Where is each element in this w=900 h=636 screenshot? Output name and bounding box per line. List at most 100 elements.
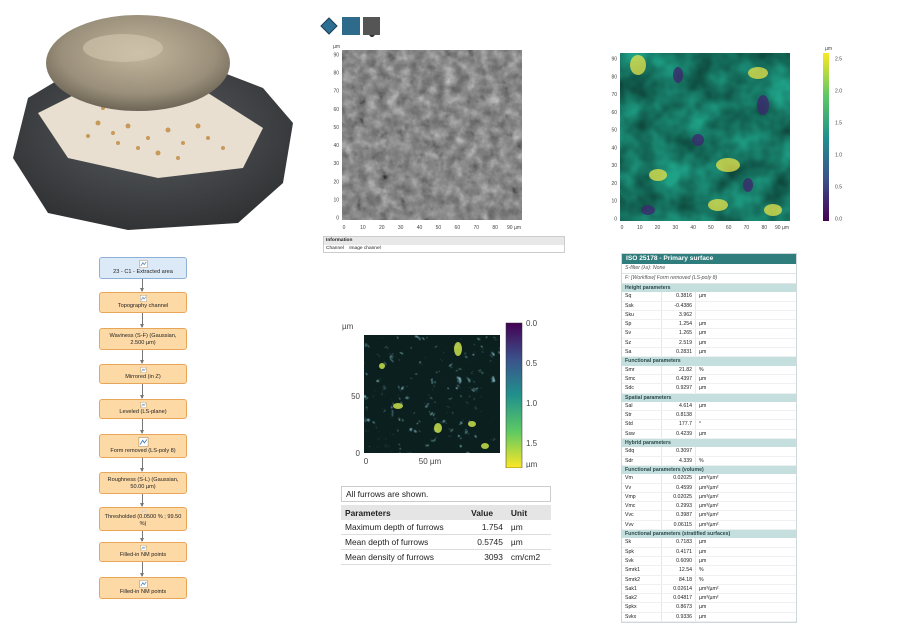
workflow-step-label: Thresholded (0.0500 % ; 99.50 %) <box>104 514 182 528</box>
grey-map-x-tick: 70 <box>473 225 479 231</box>
param-unit: µm <box>699 402 707 409</box>
param-unit: % <box>699 567 704 574</box>
param-value: 0.5745 <box>467 534 507 550</box>
filter-icon <box>142 331 144 333</box>
workflow-step-leveled[interactable]: Leveled (LS-plane) <box>99 399 187 419</box>
param-name: Maximum depth of furrows <box>341 520 468 535</box>
table-row: Ssw 0.4239 µm <box>622 429 796 440</box>
height-color-scale <box>823 53 829 221</box>
param-unit: µm <box>699 604 707 611</box>
param-unit: µm <box>699 330 707 337</box>
param-unit: µm <box>699 557 707 564</box>
table-row: Sa 0.2831 µm <box>622 348 796 358</box>
threshold-icon <box>141 510 145 513</box>
param-unit: ° <box>699 421 702 428</box>
param-value: 2.519 <box>662 338 696 348</box>
table-row: Sp 1.254 µm <box>622 320 796 330</box>
param-value: 177.7 <box>662 420 696 429</box>
table-row: Spkx 0.8673 µm <box>622 603 796 613</box>
workflow-step-waviness[interactable]: Waviness (S-F) (Gaussian, 2.500 µm) <box>99 328 187 350</box>
height-map-y-tick: 90 <box>611 57 617 63</box>
height-map-y-tick: 0 <box>614 217 617 223</box>
grey-map-y-tick: 90 <box>333 53 339 59</box>
furrow-results: All furrows are shown. Parameters Value … <box>341 486 551 565</box>
table-row: Sak1 0.02614 µm³/µm² <box>622 584 796 595</box>
color-view-icon[interactable] <box>342 17 360 35</box>
param-name: Smr <box>622 365 662 374</box>
param-unit: µm <box>699 293 707 300</box>
workflow-step-extracted-area[interactable]: 23 - C1 - Extracted area <box>99 257 187 279</box>
grey-map-y-tick: 70 <box>333 89 339 95</box>
furrow-depth-scale <box>505 322 523 468</box>
table-row: Svkx 0.9336 µm <box>622 612 796 622</box>
param-value: 0.8673 <box>662 603 696 612</box>
param-unit: µm³/µm² <box>699 512 719 519</box>
furrow-scale-tick: 1.0 <box>526 399 538 408</box>
param-name: Sak1 <box>622 584 662 594</box>
furrow-map-x-tick: 50 µm <box>419 457 442 466</box>
furrow-map: µm 50 0 0 50 µm 0.0 0.5 1.0 1.5 µm <box>342 319 538 468</box>
param-unit: µm <box>699 613 707 620</box>
iso-parameter-table: ISO 25178 - Primary surface S-filter (λs… <box>621 253 797 623</box>
table-row: Str 0.8138 <box>622 411 796 421</box>
param-value: 0.4239 <box>662 429 696 439</box>
param-name: Smrk2 <box>622 575 662 584</box>
param-unit: µm³/µm² <box>699 595 719 602</box>
param-value: 0.9336 <box>662 612 696 621</box>
param-value: 0.3816 <box>662 292 696 301</box>
param-name: Sdq <box>622 447 662 456</box>
texture-view-icon[interactable] <box>363 17 380 38</box>
workflow-step-label: Roughness (S-L) (Gaussian, 50.00 µm) <box>107 477 179 491</box>
height-scale-tick: 2.0 <box>835 89 842 95</box>
table-row: Sdc 0.9297 µm <box>622 384 796 394</box>
param-unit: µm <box>699 349 707 356</box>
workflow-step-filled-in-result[interactable]: Filled-in NM points <box>99 577 187 599</box>
workflow-step-roughness[interactable]: Roughness (S-L) (Gaussian, 50.00 µm) <box>99 472 187 494</box>
table-row: Vmc 0.2993 µm³/µm² <box>622 502 796 512</box>
param-unit: µm³/µm² <box>699 475 719 482</box>
workflow-step-mirrored[interactable]: Mirrored (in Z) <box>99 364 187 384</box>
height-scale-tick: 1.0 <box>835 153 842 159</box>
workflow-arrow <box>140 562 144 577</box>
fill-icon <box>140 545 146 551</box>
height-map-y-tick: 20 <box>611 181 617 187</box>
workflow-arrow <box>140 350 144 364</box>
param-value: 0.3987 <box>662 511 696 520</box>
param-name: Sp <box>622 320 662 329</box>
workflow-step-label: Filled-in NM points <box>119 589 167 596</box>
height-map-x-tick: 60 <box>726 225 732 231</box>
grey-map-x-tick: 10 <box>360 225 366 231</box>
param-value: 0.06115 <box>662 520 696 530</box>
grey-map-x-tick: 40 <box>417 225 423 231</box>
table-row: Smrk2 84.18% <box>622 575 796 585</box>
param-value: 0.2993 <box>662 502 696 511</box>
param-name: Std <box>622 420 662 429</box>
param-value: 0.7183 <box>662 538 696 547</box>
height-map-x-tick: 70 <box>744 225 750 231</box>
param-value: 4.614 <box>662 401 696 411</box>
param-unit: % <box>699 576 704 583</box>
furrow-map-y-unit: µm <box>342 322 354 331</box>
param-name: Smrk1 <box>622 566 662 575</box>
param-name: Ssk <box>622 301 662 310</box>
workflow-step-filled-in[interactable]: Filled-in NM points <box>99 542 187 562</box>
param-value: 0.6090 <box>662 556 696 566</box>
param-value: 12.54 <box>662 566 696 575</box>
param-unit: µm³/µm² <box>699 493 719 500</box>
surface-icon <box>139 260 147 268</box>
furrow-table: Parameters Value Unit Maximum depth of f… <box>341 505 551 565</box>
param-value: 0.4397 <box>662 374 696 384</box>
param-unit: µm <box>699 385 707 392</box>
workflow-step-form-removed[interactable]: Form removed (LS-poly 8) <box>99 434 187 458</box>
height-map-x-tick: 20 <box>655 225 661 231</box>
workflow-arrow <box>140 531 144 542</box>
iso-section-header: Height parameters <box>622 284 796 293</box>
information-value: Image channel <box>349 246 381 251</box>
workflow-step-topography[interactable]: Topography channel <box>99 292 187 313</box>
diamond-view-icon[interactable] <box>320 17 338 35</box>
furrow-map-x-tick: 0 <box>364 457 369 466</box>
grey-map-y-tick: 80 <box>333 71 339 77</box>
information-heading: Information <box>324 237 564 245</box>
workflow-step-thresholded[interactable]: Thresholded (0.0500 % ; 99.50 %) <box>99 507 187 531</box>
height-map-y-tick: 10 <box>611 199 617 205</box>
